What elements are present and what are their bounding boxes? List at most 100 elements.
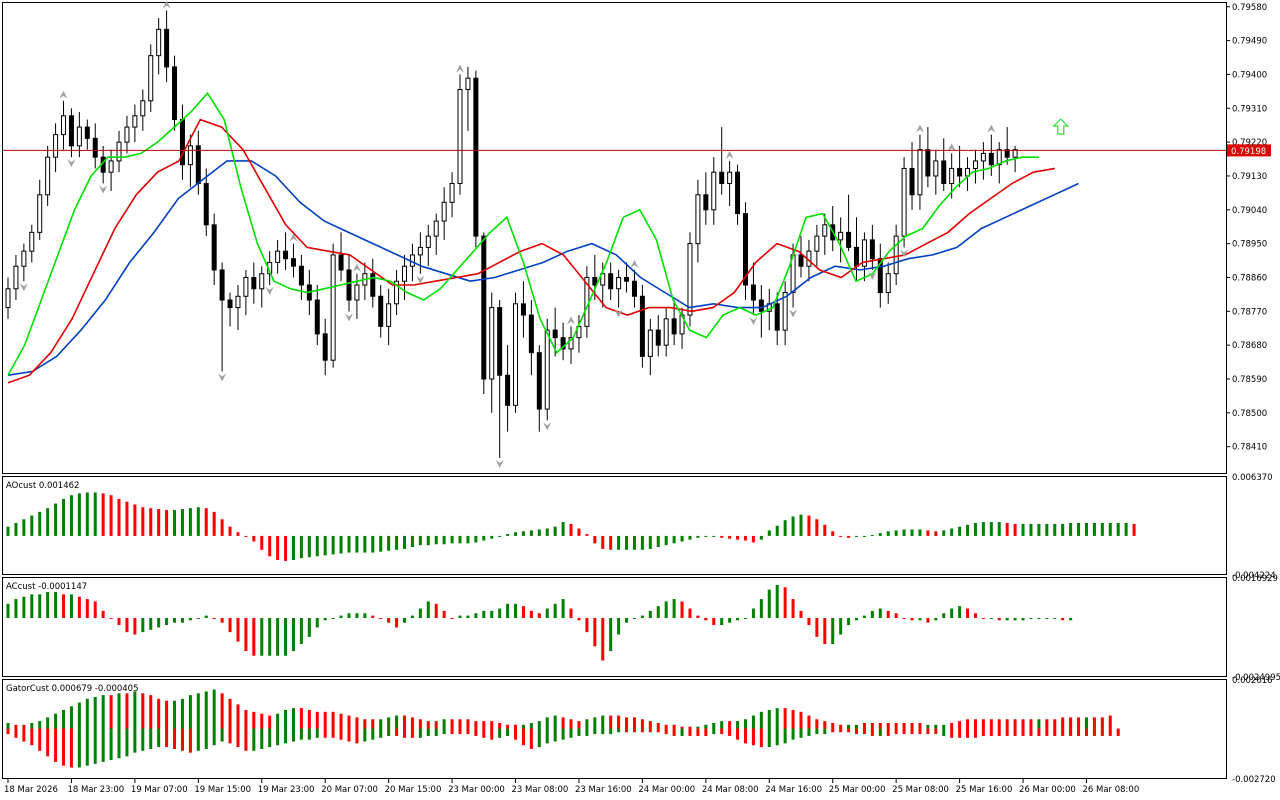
candle-bear: [925, 149, 931, 177]
ac-bar: [823, 617, 827, 644]
gator-upper-bar: [371, 719, 375, 729]
candle-bull: [687, 243, 693, 316]
gator-upper-bar: [331, 711, 335, 729]
candle-bear: [298, 265, 304, 286]
gator-lower-bar: [85, 728, 89, 766]
gator-lower-bar: [1092, 728, 1096, 736]
ac-bar: [149, 617, 153, 630]
candle-bear: [497, 307, 503, 376]
gator-lower-bar: [791, 728, 795, 740]
fractal-up-arrow: [725, 150, 734, 159]
ao-bar: [862, 535, 866, 537]
gator-upper-bar: [783, 708, 787, 729]
ao-bar: [347, 535, 351, 553]
gator-lower-bar: [379, 728, 383, 738]
gator-upper-bar: [1092, 717, 1096, 729]
gator-upper-bar: [1021, 719, 1025, 729]
candle-bull: [132, 115, 138, 128]
gator-lower-bar: [315, 728, 319, 738]
gator-lower-bar: [54, 728, 58, 762]
gator-upper-bar: [862, 722, 866, 729]
ao-bar: [77, 493, 81, 536]
ac-bar: [6, 603, 10, 618]
ac-bar: [870, 610, 874, 618]
gator-lower-bar: [1045, 728, 1049, 736]
gator-upper-bar: [363, 719, 367, 729]
gator-upper-bar: [133, 691, 137, 729]
candle-bull: [148, 55, 154, 102]
gator-lower-bar: [521, 728, 525, 746]
gator-upper-bar: [1061, 717, 1065, 729]
candle-bear: [909, 167, 915, 196]
gator-lower-bar: [1116, 728, 1120, 736]
ac-bar: [498, 608, 502, 618]
gator-lower-bar: [291, 728, 295, 742]
ao-bar: [284, 535, 288, 561]
gator-lower-bar: [537, 728, 541, 748]
ac-bar: [966, 608, 970, 618]
ao-bar: [180, 509, 184, 536]
candle-bear: [560, 337, 566, 350]
ac-bar: [831, 617, 835, 644]
ao-bar: [93, 492, 97, 536]
gator-upper-bar: [165, 700, 169, 729]
gator-upper-bar: [93, 696, 97, 729]
gator-upper-bar: [284, 709, 288, 729]
gator-lower-bar: [696, 728, 700, 736]
ao-bar: [458, 535, 462, 544]
time-tick-label: 19 Mar 23:00: [258, 785, 315, 795]
ao-bar: [315, 535, 319, 557]
gator-lower-bar: [38, 728, 42, 751]
ac-bar: [728, 617, 732, 623]
gator-lower-bar: [434, 728, 438, 736]
ao-bar: [783, 520, 787, 536]
candle-bull: [13, 265, 19, 290]
gator-upper-bar: [1084, 717, 1088, 729]
gator-lower-bar: [720, 728, 724, 735]
gator-upper-bar: [720, 721, 724, 729]
gator-upper-bar: [410, 717, 414, 729]
price-tick-label: 0.79310: [1232, 104, 1267, 114]
gator-pane-title: GatorCust 0.000679 -0.000405: [6, 684, 139, 694]
price-tick-label: 0.79400: [1232, 70, 1267, 80]
gator-lower-bar: [1037, 728, 1041, 736]
ao-bar: [1029, 523, 1033, 536]
ao-bar: [847, 535, 851, 538]
ac-bar: [807, 617, 811, 626]
gator-upper-bar: [894, 722, 898, 729]
ao-bar: [371, 535, 375, 553]
gator-lower-bar: [815, 728, 819, 735]
ac-bar: [1013, 617, 1017, 621]
gator-upper-bar: [585, 719, 589, 729]
candle-bull: [354, 284, 360, 301]
ac-bar: [315, 617, 319, 628]
ac-bar: [173, 617, 177, 623]
price-tick-label: 0.78860: [1232, 273, 1267, 283]
gator-lower-bar: [236, 728, 240, 748]
ac-bar: [188, 617, 192, 621]
gator-upper-bar: [593, 717, 597, 729]
gator-upper-bar: [355, 717, 359, 729]
ao-bar: [696, 535, 700, 538]
candle-bear: [322, 333, 328, 361]
ac-bar: [656, 606, 660, 618]
ac-tick-label: 0.0016929: [1232, 574, 1278, 584]
fractal-up-arrow: [987, 124, 996, 133]
gator-upper-bar: [934, 724, 938, 729]
gator-lower-bar: [688, 728, 692, 736]
ao-bar: [1045, 523, 1049, 536]
ao-bar: [918, 529, 922, 536]
gator-lower-bar: [1021, 728, 1025, 736]
price-tick-label: 0.78680: [1232, 341, 1267, 351]
candle-bull: [695, 194, 701, 245]
ao-bar: [989, 522, 993, 536]
gator-upper-bar: [632, 717, 636, 729]
ac-bar: [490, 610, 494, 618]
gator-lower-bar: [307, 728, 311, 740]
gator-lower-bar: [188, 728, 192, 753]
price-tick-label: 0.79130: [1232, 172, 1267, 182]
ac-bar: [855, 617, 859, 621]
ao-bar: [839, 535, 843, 537]
candle-bear: [370, 273, 376, 297]
